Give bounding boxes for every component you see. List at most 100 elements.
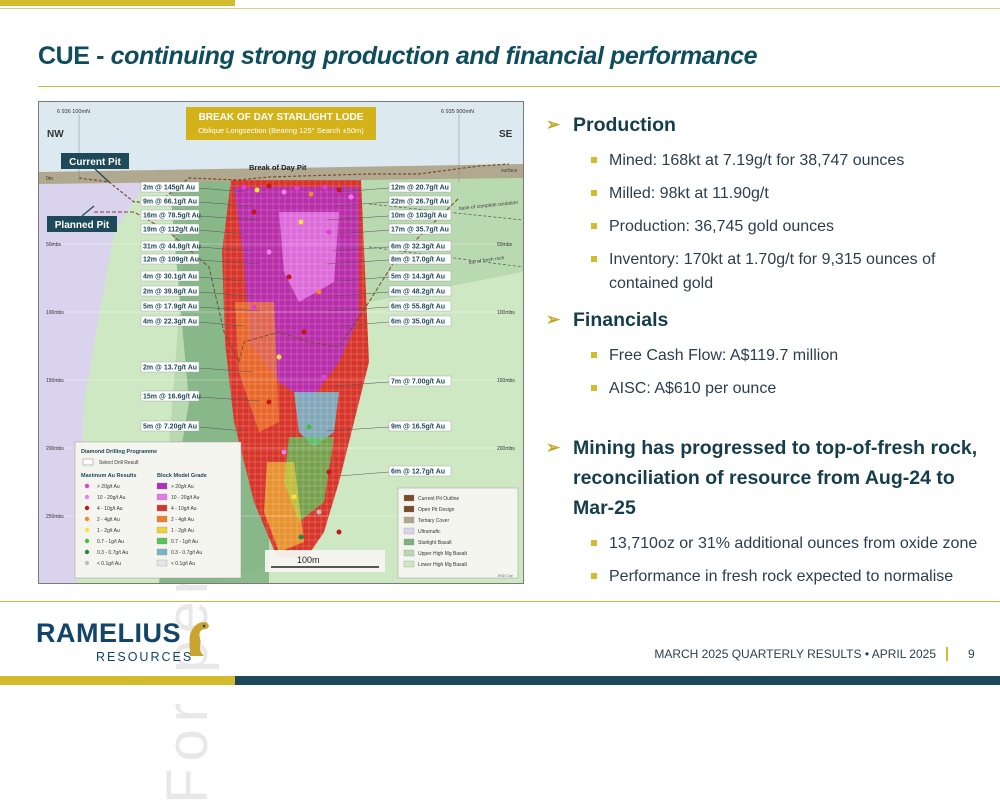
planned-pit-callout — [47, 216, 117, 232]
intercept-left-label: 5m @ 17.9g/t Au — [143, 304, 197, 311]
current-pit-pointer — [94, 168, 110, 183]
legend-swatch — [84, 516, 90, 522]
depth-left-2: 100mbs — [46, 310, 64, 316]
intercept-left-box — [140, 390, 200, 402]
production-item-1: Milled: 98kt at 11.90g/t — [546, 182, 991, 206]
intercept-left-label: 15m @ 16.6g/t Au — [143, 394, 201, 401]
ramelius-logo[interactable]: RAMELIUS RESOURCES — [16, 616, 216, 672]
square-bullet-icon — [591, 573, 597, 579]
intercept-left-box — [140, 270, 200, 282]
financials-item-text: AISC: A$610 per ounce — [609, 380, 777, 397]
intercept-left-box — [140, 361, 200, 373]
intercept-right-box — [388, 270, 452, 282]
open-pit-design — [94, 197, 460, 364]
intercept-left-leader — [198, 201, 253, 207]
intercept-left-leader — [198, 246, 253, 252]
legend-swatch — [156, 482, 168, 490]
intercept-right-box — [388, 465, 452, 477]
intercept-left-box — [140, 300, 200, 312]
legend-swatch — [156, 548, 168, 556]
legend-swatch — [84, 538, 90, 544]
map-banner — [186, 107, 376, 140]
intercept-left-label: 19m @ 112g/t Au — [143, 227, 199, 234]
spacer — [546, 401, 991, 433]
legend-swatch — [84, 494, 90, 500]
production-item-text: Milled: 98kt at 11.90g/t — [609, 185, 769, 202]
legend-col1-title: Maximum Au Results — [81, 473, 136, 479]
intercept-right-leader — [326, 259, 390, 265]
square-bullet-icon — [591, 190, 597, 196]
drill-results — [241, 183, 354, 540]
legend-swatch — [84, 483, 90, 489]
legend-label: Tertiary Cover — [418, 518, 449, 524]
logo-sub: RESOURCES — [96, 650, 194, 664]
intercept-left-leader — [198, 229, 245, 235]
financials-item-0: Free Cash Flow: A$119.7 million — [546, 344, 991, 368]
square-bullet-icon — [591, 385, 597, 391]
intercept-right-label: 7m @ 7.00g/t Au — [391, 379, 445, 386]
intercept-right-leader — [332, 291, 390, 297]
depth-labels-left: 0m 50mbs 100mbs 150mbs 200mbs 250mbs — [46, 176, 64, 520]
intercept-left-box — [140, 253, 200, 265]
legend-swatch — [156, 537, 168, 545]
title-main: continuing strong production and financi… — [110, 42, 758, 70]
intercept-right-leader — [332, 201, 390, 207]
legend-panel-2 — [397, 487, 519, 579]
title-prefix: CUE - — [38, 42, 105, 70]
top-accent-bar — [0, 0, 235, 6]
legend-col2-title: Block Model Grade — [157, 473, 207, 479]
spacer — [546, 296, 991, 305]
intercept-right-label: 6m @ 55.8g/t Au — [391, 304, 445, 311]
intercept-left-box — [140, 195, 200, 207]
legend-select-swatch — [82, 458, 94, 466]
intercept-right-label: 4m @ 48.2g/t Au — [391, 289, 445, 296]
mining-heading: ➢ Mining has progressed to top-of-fresh r… — [546, 433, 991, 523]
intercept-left-leader — [198, 291, 253, 297]
legend-col3: Current Pit Outline Open Pit Design Tertia… — [403, 494, 468, 568]
square-bullet-icon — [591, 223, 597, 229]
bottom-bar-teal — [235, 676, 1000, 685]
ultramafic — [39, 178, 149, 583]
legend-label: Upper High Mg Basalt — [418, 551, 468, 557]
planned-pit-pointer — [81, 205, 95, 217]
intercept-left-label: 9m @ 66.1g/t Au — [143, 199, 197, 206]
intercept-right-label: 22m @ 26.7g/t Au — [391, 199, 449, 206]
spacer — [546, 556, 991, 565]
legend-swatch — [84, 560, 90, 566]
intercept-left-leader — [198, 276, 245, 282]
banner-title: BREAK OF DAY STARLIGHT LODE — [199, 112, 364, 123]
intercept-left-label: 12m @ 109g/t Au — [143, 257, 199, 264]
map-legend: Diamond Drilling Programme Select Drill … — [74, 441, 519, 579]
intercept-right-leader — [332, 381, 390, 387]
intercept-left-label: 5m @ 7.20g/t Au — [143, 424, 197, 431]
legend-swatch — [403, 560, 415, 568]
slide-title: CUE - continuing strong production and f… — [38, 42, 757, 71]
legend-label: 0.3 - 0.7g/t Au — [171, 550, 202, 556]
intercept-left-box — [140, 209, 200, 221]
legend-swatch — [156, 493, 168, 501]
intercept-right-leader — [338, 276, 390, 282]
production-item-text: Inventory: 170kt at 1.70g/t for 9,315 ou… — [609, 251, 936, 268]
intercept-left-leader — [198, 306, 261, 312]
current-pit-outline — [78, 163, 510, 203]
legend-label: 10 - 20g/t Au — [171, 495, 200, 501]
intercept-left-label: 2m @ 39.8g/t Au — [143, 289, 197, 296]
arrow-bullet-icon: ➢ — [546, 438, 561, 457]
spacer — [546, 239, 991, 248]
intercept-left-box — [140, 285, 200, 297]
intercept-right-label: 5m @ 14.3g/t Au — [391, 274, 445, 281]
financials-item-1: AISC: A$610 per ounce — [546, 377, 991, 401]
legend-select: Select Drill Result — [99, 460, 139, 466]
top-accent-line — [0, 8, 1000, 9]
depth-right-3: 200mbs — [497, 446, 515, 452]
production-item-3: Inventory: 170kt at 1.70g/t for 9,315 ou… — [546, 248, 991, 296]
intercept-right-leader — [338, 471, 390, 477]
banner-subtitle: Oblique Longsection (Bearing 125° Search… — [198, 126, 364, 135]
planned-pit-label: Planned Pit — [55, 220, 110, 231]
legend-swatch — [403, 494, 415, 502]
legend-label: > 20g/t Au — [97, 484, 120, 490]
legend-label: 4 - 10g/t Au — [97, 506, 123, 512]
legend-label: Starlight Basalt — [418, 540, 452, 546]
surface-label: surface — [501, 168, 518, 174]
intercept-right-label: 9m @ 16.5g/t Au — [391, 424, 445, 431]
